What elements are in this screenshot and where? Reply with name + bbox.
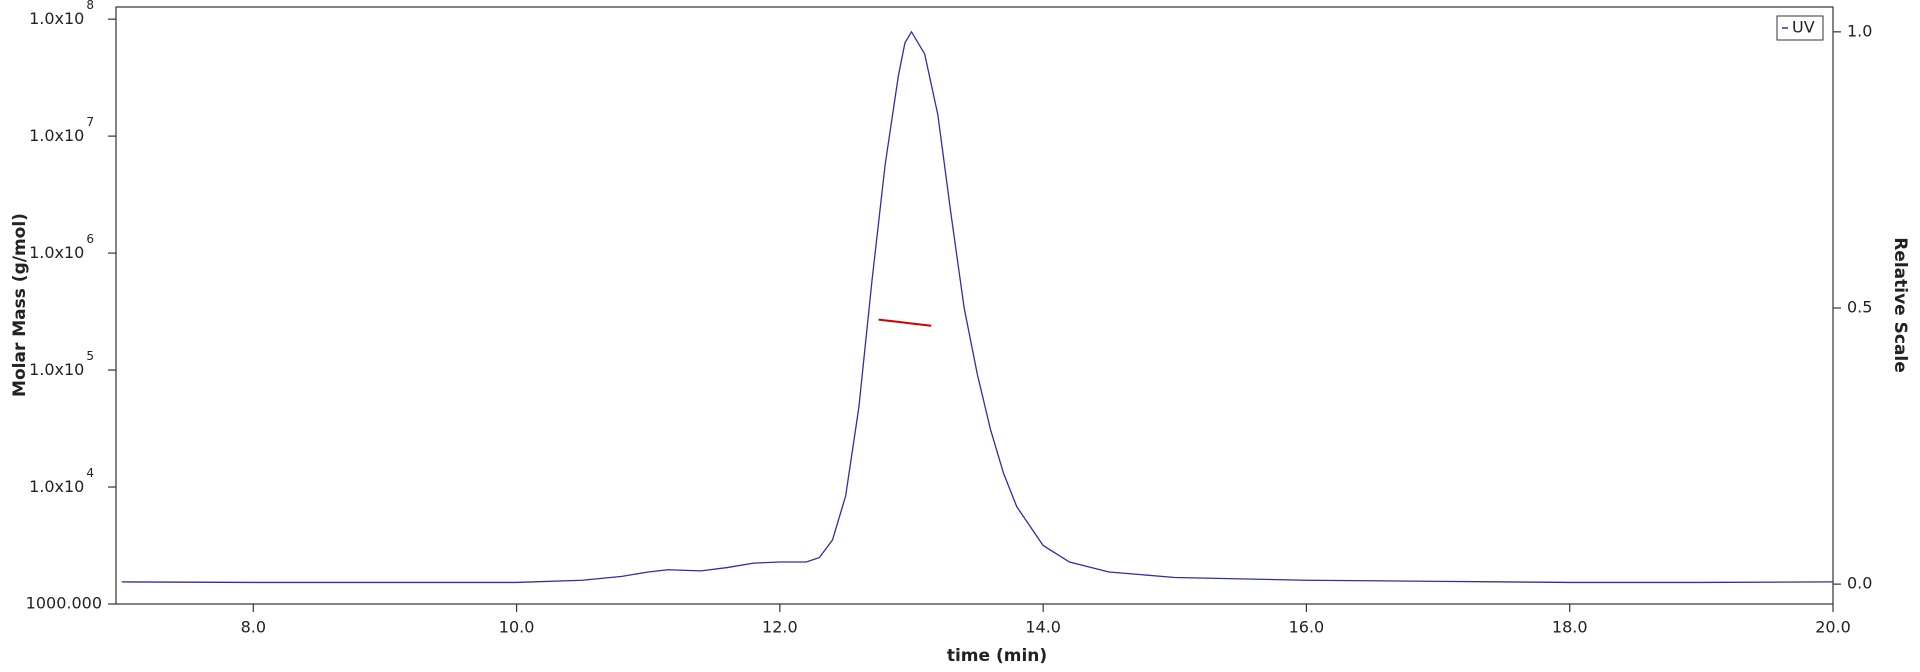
y-tick-label: 1.0x106 — [29, 232, 94, 262]
tick-label-base: 1.0x10 — [29, 126, 84, 145]
tick-label-exponent: 4 — [86, 466, 94, 480]
tick-label-exponent: 7 — [86, 115, 94, 129]
plot-frame — [115, 6, 1834, 605]
x-tick-label: 14.0 — [1025, 618, 1061, 637]
tick-label-base: 1.0x10 — [29, 9, 84, 28]
x-tick-label: 12.0 — [762, 618, 798, 637]
y-tick-label: 1.0x104 — [29, 466, 94, 496]
y-tick-label: 1.0x107 — [29, 115, 94, 145]
x-tick-label: 16.0 — [1289, 618, 1325, 637]
y-axis-title: Molar Mass (g/mol) — [10, 213, 30, 397]
y2-tick-label: 0.0 — [1847, 574, 1872, 593]
y-tick-label: 1.0x108 — [29, 0, 94, 28]
y2-tick-label: 0.5 — [1847, 297, 1872, 316]
tick-label-base: 1.0x10 — [29, 477, 84, 496]
y-tick-label: 1000.000 — [26, 594, 102, 613]
legend-label: UV — [1792, 18, 1815, 37]
legend: UV — [1776, 15, 1824, 41]
x-tick-label: 20.0 — [1815, 618, 1851, 637]
x-tick-label: 10.0 — [499, 618, 535, 637]
series-line — [878, 318, 932, 327]
tick-label-exponent: 8 — [86, 0, 94, 12]
series-line — [121, 30, 1834, 584]
y2-axis-title: Relative Scale — [1890, 237, 1910, 373]
x-tick-label: 8.0 — [241, 618, 266, 637]
y-tick-label: 1.0x105 — [29, 349, 94, 379]
tick-label-base: 1.0x10 — [29, 243, 84, 262]
tick-label-base: 1.0x10 — [29, 360, 84, 379]
x-axis-title: time (min) — [947, 646, 1047, 666]
tick-label-exponent: 6 — [86, 232, 94, 246]
tick-label-exponent: 5 — [86, 349, 94, 363]
x-tick-label: 18.0 — [1552, 618, 1588, 637]
y2-tick-label: 1.0 — [1847, 21, 1872, 40]
